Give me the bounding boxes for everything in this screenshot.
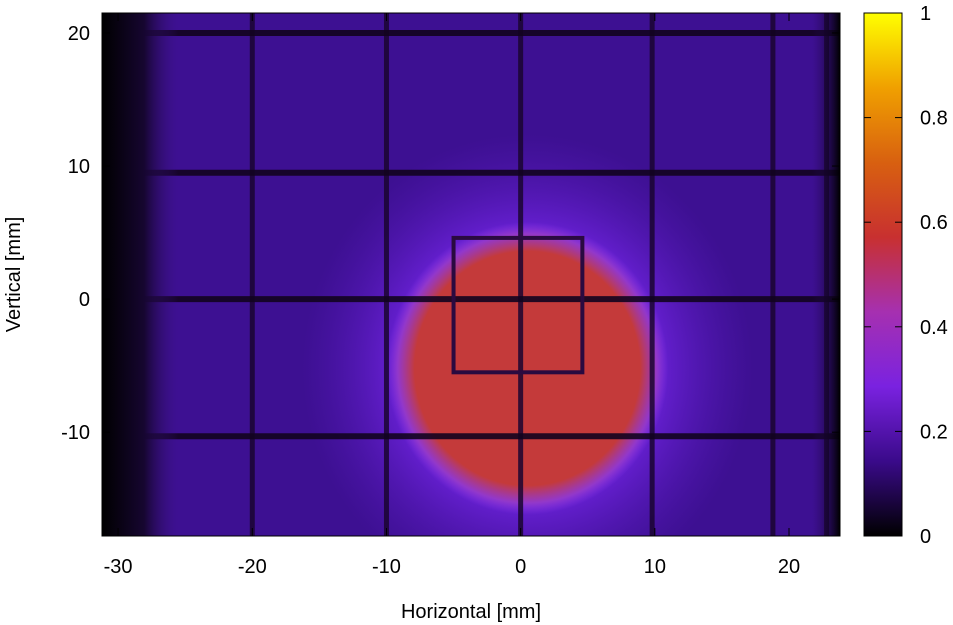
y-tick-label: 20 — [68, 23, 90, 45]
x-tick-label: 20 — [778, 556, 800, 578]
y-tick-label: 10 — [68, 156, 90, 178]
colorbar-tick-label: 0.6 — [920, 212, 948, 234]
colorbar-tick-label: 0.8 — [920, 108, 948, 130]
plot-area — [102, 13, 840, 536]
x-tick-label: -20 — [238, 556, 267, 578]
x-tick-label: 10 — [644, 556, 666, 578]
x-axis-label: Horizontal [mm] — [401, 601, 541, 623]
colorbar — [863, 12, 903, 537]
y-axis-ticks: -10 0 10 20 — [61, 23, 840, 444]
beam-spot — [386, 221, 669, 515]
y-axis-label: Vertical [mm] — [3, 217, 25, 333]
x-tick-label: -30 — [104, 556, 133, 578]
colorbar-tick-label: 1 — [920, 3, 931, 25]
colorbar-tick-label: 0.4 — [920, 317, 948, 339]
inner-frame — [451, 235, 585, 375]
colorbar-tick-label: 0.2 — [920, 421, 948, 443]
colorbar-tick-label: 0 — [920, 526, 931, 548]
y-tick-label: 0 — [79, 289, 90, 311]
dark-left-region — [102, 13, 179, 536]
plot-border — [101, 12, 841, 537]
y-tick-label: -10 — [61, 422, 90, 444]
x-tick-label: 0 — [515, 556, 526, 578]
x-axis-ticks: -30 -20 -10 0 10 20 — [104, 13, 800, 578]
colorbar-ticks: 0 0.2 0.4 0.6 0.8 1 — [864, 3, 948, 548]
x-tick-label: -10 — [372, 556, 401, 578]
dark-right-edge — [812, 13, 840, 536]
